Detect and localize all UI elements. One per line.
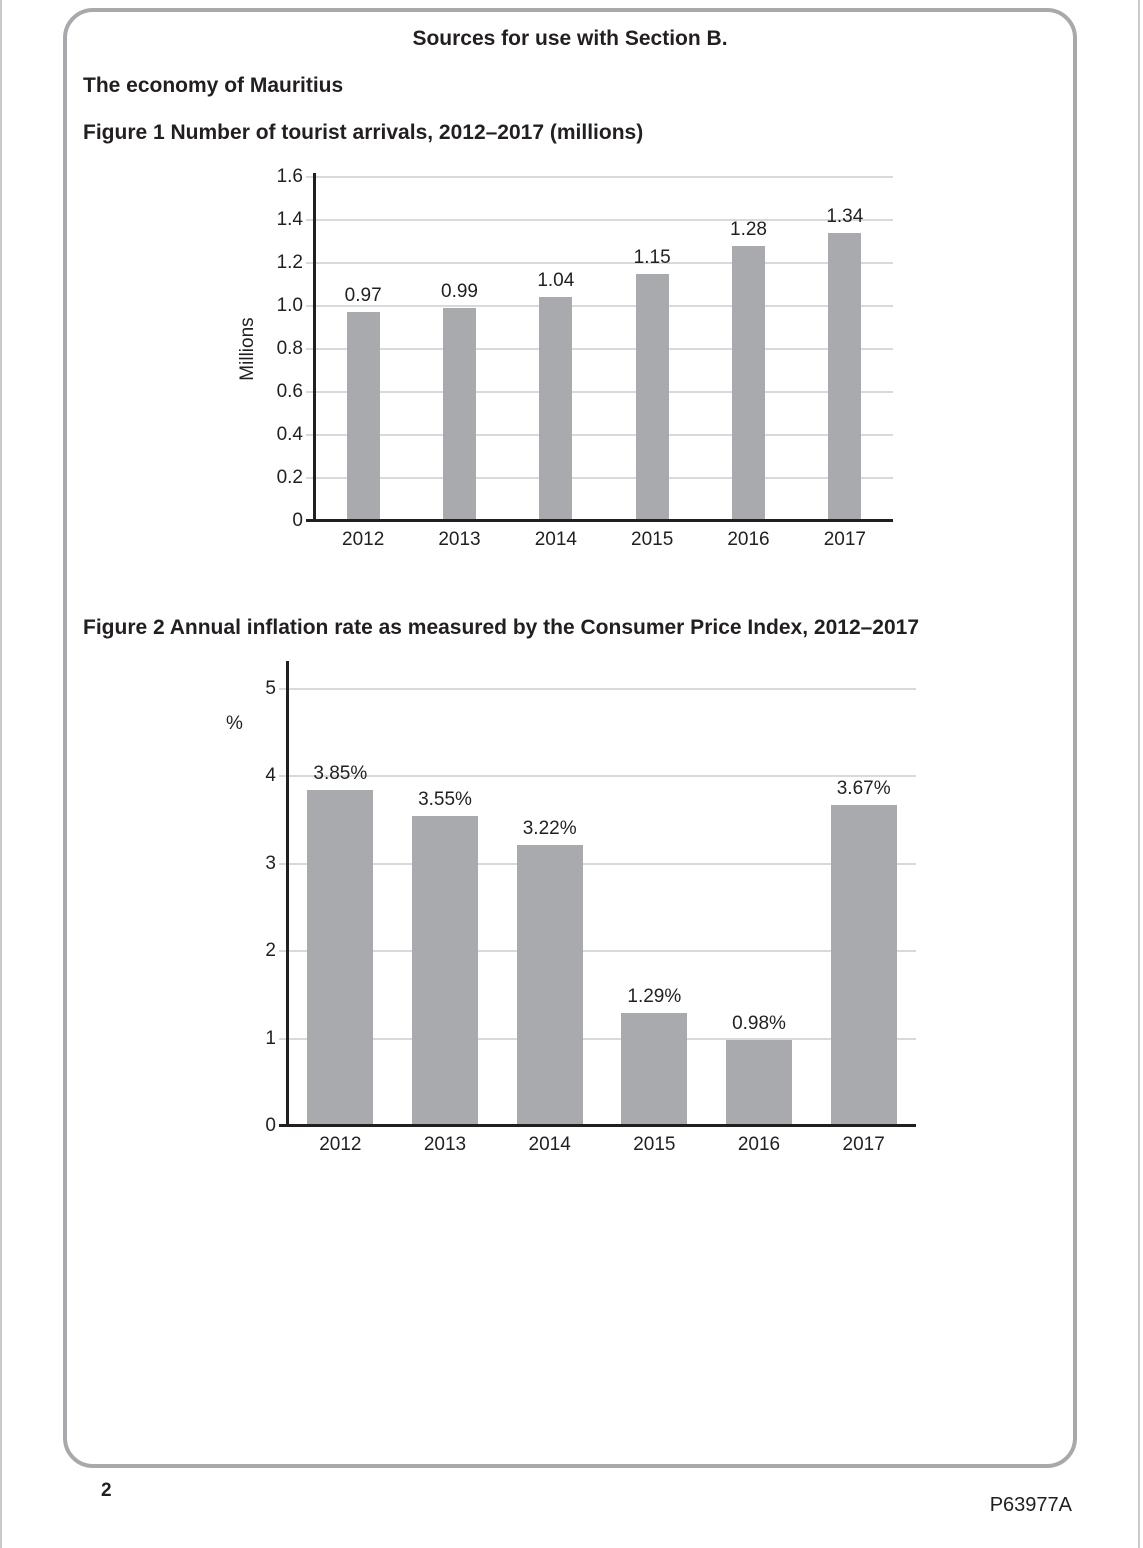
y-tick-label-0.6: 0.6: [276, 381, 303, 402]
page-edge-line-left: [0, 0, 2, 1548]
bar-2015: [621, 1013, 688, 1126]
x-tick-label-2012: 2012: [342, 529, 385, 550]
data-label-2013: 3.55%: [418, 788, 472, 810]
figure1-plot-area: 0.97 0.99 1.04 1.15 1.28 1.34: [306, 173, 893, 522]
data-label-2013: 0.99: [441, 281, 478, 303]
y-tick-label-1.4: 1.4: [276, 209, 303, 230]
figure2-y-axis: [286, 661, 289, 1126]
data-label-2012: 3.85%: [313, 762, 368, 784]
y-tick-label-1.2: 1.2: [276, 252, 303, 273]
bar-2013: [412, 815, 478, 1126]
data-label-2015: 1.29%: [627, 986, 682, 1008]
x-tick-label-2014: 2014: [528, 1134, 571, 1155]
bar-2013: [443, 308, 476, 521]
x-tick-label-2013: 2013: [423, 1134, 467, 1155]
x-tick-label-2013: 2013: [438, 529, 481, 550]
bar-2016: [732, 245, 765, 521]
data-label-2012: 0.97: [344, 285, 382, 307]
data-label-2017: 1.34: [826, 205, 864, 227]
x-tick-label-2015: 2015: [631, 529, 674, 550]
bar-2016: [726, 1040, 792, 1126]
x-tick-label-2012: 2012: [319, 1134, 362, 1155]
gridline-0.4: [306, 434, 893, 436]
gridline-0.8: [306, 348, 893, 350]
bar-2017: [830, 805, 897, 1126]
x-tick-label-2014: 2014: [534, 529, 577, 550]
data-label-2017: 3.67%: [836, 778, 891, 800]
gridline-1.0: [306, 305, 893, 307]
y-tick-label-0.2: 0.2: [276, 467, 303, 488]
figure1-y-tick-labels: 0 0.2 0.4 0.6 0.8 1.0 1.2 1.4 1.6: [245, 166, 303, 531]
data-label-2014: 3.22%: [522, 817, 577, 839]
y-tick-label-1.0: 1.0: [276, 295, 303, 316]
figure1-title: Figure 1 Number of tourist arrivals, 201…: [83, 121, 644, 144]
gridline-0.2: [306, 477, 893, 479]
y-tick-label-1.6: 1.6: [276, 166, 303, 187]
page-number: 2: [101, 1480, 112, 1501]
gridline-1: [279, 1037, 916, 1040]
y-tick-label-3: 3: [265, 852, 276, 874]
gridline-5: [279, 688, 916, 690]
bar-2012: [307, 789, 374, 1126]
y-tick-label-4: 4: [265, 765, 276, 787]
y-tick-label-2: 2: [265, 940, 276, 962]
section-subtitle: The economy of Mauritius: [83, 74, 344, 97]
data-label-2016: 1.28: [730, 218, 767, 240]
bar-2014: [539, 297, 573, 521]
y-tick-label-0: 0: [292, 510, 303, 531]
x-tick-label-2016: 2016: [737, 1134, 781, 1155]
data-label-2014: 1.04: [537, 270, 575, 292]
figure1-y-axis: [313, 173, 316, 521]
gridline-1.2: [306, 262, 893, 264]
bar-2015: [635, 273, 669, 521]
gridline-4: [279, 775, 916, 778]
data-label-2015: 1.15: [633, 246, 671, 268]
page-title: Sources for use with Section B.: [412, 27, 728, 50]
gridline-0.6: [306, 391, 893, 393]
bar-2012: [346, 312, 380, 521]
figure2-title: Figure 2 Annual inflation rate as measur…: [83, 616, 920, 639]
y-tick-label-5: 5: [265, 678, 276, 699]
y-tick-label-0.4: 0.4: [276, 424, 303, 445]
gridline-2: [279, 950, 916, 953]
figure2-y-axis-label: %: [226, 713, 243, 734]
x-tick-label-2016: 2016: [727, 529, 770, 550]
data-label-2016: 0.98%: [732, 1013, 786, 1035]
source-panel: [63, 8, 1077, 1468]
gridline-1.4: [306, 219, 893, 221]
x-tick-label-2017: 2017: [842, 1134, 885, 1155]
figure2-y-tick-labels: 0 1 2 3 4 5: [218, 678, 276, 1136]
bar-2014: [516, 844, 583, 1126]
y-tick-label-1: 1: [265, 1027, 276, 1049]
figure1-x-axis: [306, 519, 893, 522]
figure1-chart: Millions 0 0.2 0.4 0.6 0.8 1.0 1.2 1.4 1.6 0.97 0…: [237, 166, 893, 550]
document-code: P63977A: [989, 1494, 1072, 1516]
figure2-x-axis: [279, 1124, 916, 1127]
y-tick-label-0: 0: [265, 1115, 276, 1136]
y-tick-label-0.8: 0.8: [276, 338, 303, 359]
figure2-plot-area: 3.85% 3.55% 3.22% 1.29% 0.98% 3.67%: [279, 661, 916, 1127]
gridline-1.6: [306, 176, 893, 178]
x-tick-label-2015: 2015: [633, 1134, 676, 1155]
x-tick-label-2017: 2017: [823, 529, 866, 550]
bar-2017: [828, 232, 862, 521]
gridline-3: [279, 862, 916, 865]
page-edge-line-right: [1138, 0, 1140, 1548]
